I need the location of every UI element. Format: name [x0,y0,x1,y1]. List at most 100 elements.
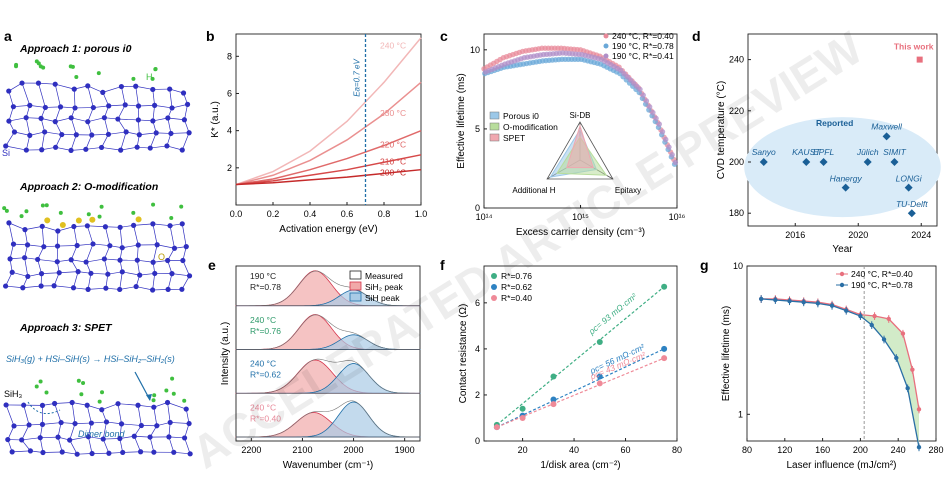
data-point-1 [596,373,603,380]
si-bond [167,117,185,121]
series-line-1 [761,298,920,448]
si-bond [54,84,61,107]
panel-letter-e: e [208,257,216,273]
si-atom [135,117,141,123]
si-atom [40,449,46,456]
si-atom [38,283,44,289]
series-line-3 [235,154,422,186]
x-tick-label: 0.2 [267,209,280,219]
x-tick-label: 160 [815,445,830,455]
point-label-0: Sanyo [752,147,776,157]
y-tick-label: 200 [729,157,744,167]
y-tick-label: 240 [729,55,744,65]
o-atom [135,216,142,223]
si-bond [101,403,119,410]
si-atom [83,146,89,152]
legend-marker-1 [603,43,609,49]
si-bond [5,145,27,151]
series-label-0: 240 °C [380,40,406,50]
si-bond [166,145,183,151]
h-atom [76,378,81,383]
si-bond [92,243,110,247]
si-atom [154,423,160,429]
si-atom [186,420,192,427]
series-line-4 [235,168,422,186]
si-atom [167,223,173,229]
y-tick-label: 1 [738,409,743,419]
si-atom [153,130,159,136]
si-atom [117,224,123,230]
si-bond [41,131,46,150]
si-atom [35,256,41,263]
si-bond [152,89,155,106]
si-atom [133,283,139,290]
si-atom [106,103,112,109]
si-atom [117,257,123,263]
si-bond [152,223,171,227]
si-atom [57,104,64,110]
y-tick-label: 4 [227,126,232,136]
h-atom [58,210,63,215]
plot-frame-f [483,265,678,442]
si-atom [99,407,105,413]
si-atom [10,104,17,110]
si-bond [137,404,154,408]
label-hydrogen: H [146,72,153,82]
si-atom [133,83,139,89]
si-atom [39,402,46,408]
si-bond [153,407,158,426]
data-point-2 [653,115,659,122]
si-bond [152,273,156,291]
si-bond [41,226,45,247]
legend-swatch-2 [349,292,362,302]
data-point-1 [905,385,910,391]
legend-label-2: R*=0.40 [501,293,532,303]
si-atom [134,144,140,150]
si-bond [86,258,105,263]
legend-label-0: R*=0.76 [501,271,532,281]
si-bond [87,225,94,245]
h-atom [99,204,104,209]
si-bond [184,104,188,120]
h-atom [19,214,24,219]
si-atom [70,285,77,291]
si-atom [179,221,185,227]
si-atom [115,116,121,122]
si-atom [165,257,171,264]
si-atom [179,147,185,153]
reported-marker-0 [759,158,768,166]
h-atom [169,216,174,221]
row-label-r-2: R*=0.62 [250,370,281,380]
si-bond [29,105,46,108]
y-tick-label: 2 [227,163,232,173]
h-atom [96,71,101,76]
si-atom [120,449,126,456]
reported-marker-6 [890,158,899,166]
si-atom [68,115,74,121]
si-atom [52,400,58,407]
y-axis-label: Effective lifetime (ms) [721,306,732,401]
si-bond [59,271,79,274]
plot-frame-d [747,33,938,227]
h-atom [44,390,49,395]
si-atom [135,103,142,109]
si-atom [84,223,90,229]
data-point-0 [916,407,922,412]
approach2-title: Approach 2: O-modification [19,181,158,193]
si-bond [137,405,142,426]
si-atom [11,129,18,135]
h-atom [150,76,155,81]
si-atom [137,272,143,278]
si-atom [89,450,95,457]
si-bond [152,223,158,245]
x-tick-label: 0.0 [230,209,243,219]
si-bond [122,271,140,276]
panel-a-schematics: Approach 1: porous i0 Approach 2: O-modi… [2,43,193,457]
legend-label-1: 190 °C, R*=0.78 [612,41,674,51]
x-axis-label: Laser influence (mJ/cm²) [786,460,896,471]
si-bond [54,106,61,122]
panel-letter-g: g [700,257,709,273]
si-atom [90,104,96,111]
si-atom [71,86,77,92]
legend-marker-0 [839,271,845,277]
